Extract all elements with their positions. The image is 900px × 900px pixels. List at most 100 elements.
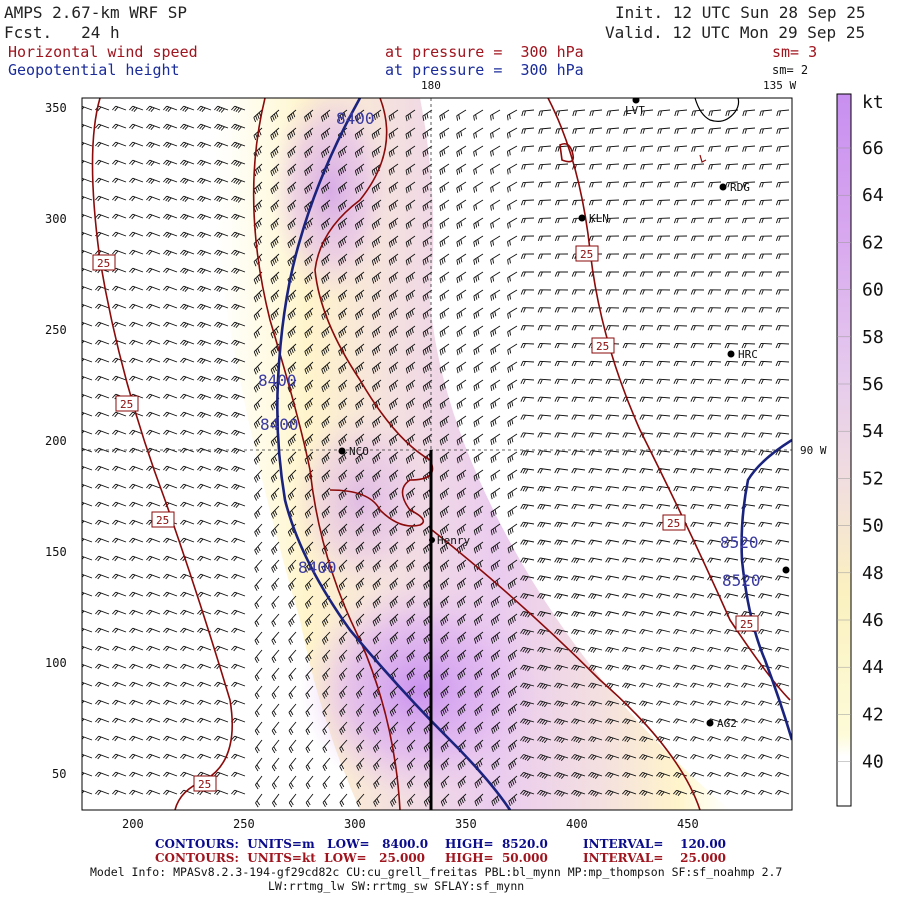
wind-barb (180, 519, 195, 526)
wind-barb (741, 682, 756, 688)
wind-barb (490, 217, 501, 229)
wind-barb (554, 521, 569, 528)
wind-barb (146, 627, 161, 634)
wind-barb (622, 575, 637, 581)
wind-barb (537, 611, 552, 618)
wind-barb (146, 141, 161, 148)
wind-barb (673, 575, 688, 581)
wind-barb (490, 253, 501, 265)
wind-barb (231, 249, 246, 256)
wind-barb (507, 361, 518, 373)
wind-barb (707, 360, 722, 367)
wind-barb (605, 503, 620, 510)
wind-barb (473, 433, 484, 446)
wind-barb (741, 450, 756, 456)
wind-barb (456, 523, 467, 536)
wind-barb (355, 307, 365, 320)
wind-barb (337, 199, 348, 212)
wind-barb (231, 591, 246, 598)
wind-barb (506, 127, 518, 139)
wind-barb (338, 253, 348, 266)
wind-barb (690, 199, 705, 206)
wind-barb (95, 645, 110, 652)
wind-barb (456, 433, 467, 446)
wind-barb (146, 501, 161, 508)
wind-barb (588, 360, 603, 367)
wind-barb (305, 739, 314, 754)
speed-label: 25 (735, 615, 759, 632)
wind-barb (405, 361, 416, 374)
wind-barb (572, 181, 586, 188)
wind-barb (656, 414, 671, 420)
wind-barb (656, 360, 671, 367)
height-contours (276, 98, 792, 810)
wind-barb (129, 159, 144, 166)
wind-barb (639, 789, 654, 796)
svg-text:25: 25 (198, 778, 211, 791)
wind-barb (656, 700, 671, 706)
wind-barb (371, 145, 382, 158)
colorbar-label: 62 (862, 232, 884, 253)
wind-barb (456, 199, 467, 211)
wind-barb (554, 628, 569, 635)
wind-barb (490, 577, 501, 590)
wind-barb (112, 555, 127, 562)
wind-barb (507, 487, 518, 500)
wind-barb (673, 789, 688, 796)
wind-barb (197, 123, 212, 130)
wind-barb (473, 577, 484, 590)
wind-barb (163, 555, 178, 562)
wind-barb (724, 217, 739, 224)
wind-barb (253, 343, 263, 357)
wind-barb (214, 537, 229, 544)
wind-barb (371, 253, 382, 266)
speed-contour-jet-east (431, 529, 701, 810)
wind-barb (690, 271, 704, 277)
wind-barb (255, 775, 263, 790)
wind-barb (214, 285, 229, 292)
wind-barb (231, 285, 246, 292)
wind-barb (707, 235, 722, 242)
wind-barb (231, 609, 246, 616)
wind-barb (95, 789, 110, 796)
wind-barb (707, 271, 721, 277)
wind-barb (520, 539, 535, 546)
wind-barb (724, 396, 739, 402)
wind-barb (356, 721, 365, 735)
wind-barb (588, 628, 603, 635)
wind-barb (473, 127, 484, 139)
wind-barb (605, 235, 620, 242)
wind-barb (520, 468, 535, 474)
wind-barb (656, 611, 671, 617)
wind-barb (305, 775, 314, 790)
wind-barb (270, 271, 280, 285)
wind-barb (95, 285, 110, 292)
wind-barb (588, 450, 603, 456)
svg-text:AG2: AG2 (717, 717, 737, 730)
wind-barb (405, 217, 416, 230)
wind-barb (724, 628, 739, 635)
footer-row2-high: HIGH= 50.000 (445, 851, 548, 865)
wind-barb (287, 163, 297, 177)
wind-barb (270, 307, 280, 321)
wind-barb (372, 721, 382, 735)
wind-barb (355, 703, 365, 717)
wind-barb (270, 343, 280, 357)
wind-barb (538, 127, 552, 134)
wind-barb (605, 253, 620, 259)
wind-barb (623, 145, 637, 152)
wind-barb (271, 721, 280, 736)
wind-barb (775, 217, 790, 224)
wind-barb (490, 379, 501, 391)
wind-barb (423, 775, 433, 789)
wind-barb (520, 754, 535, 761)
wind-barb (406, 595, 416, 609)
wind-barb (758, 199, 773, 206)
wind-barb (724, 432, 739, 438)
wind-barb (507, 253, 518, 265)
wind-barb (287, 541, 297, 555)
wind-barb (674, 109, 688, 117)
wind-barb (440, 685, 450, 699)
wind-barb (775, 432, 790, 438)
wind-barb (423, 541, 433, 554)
